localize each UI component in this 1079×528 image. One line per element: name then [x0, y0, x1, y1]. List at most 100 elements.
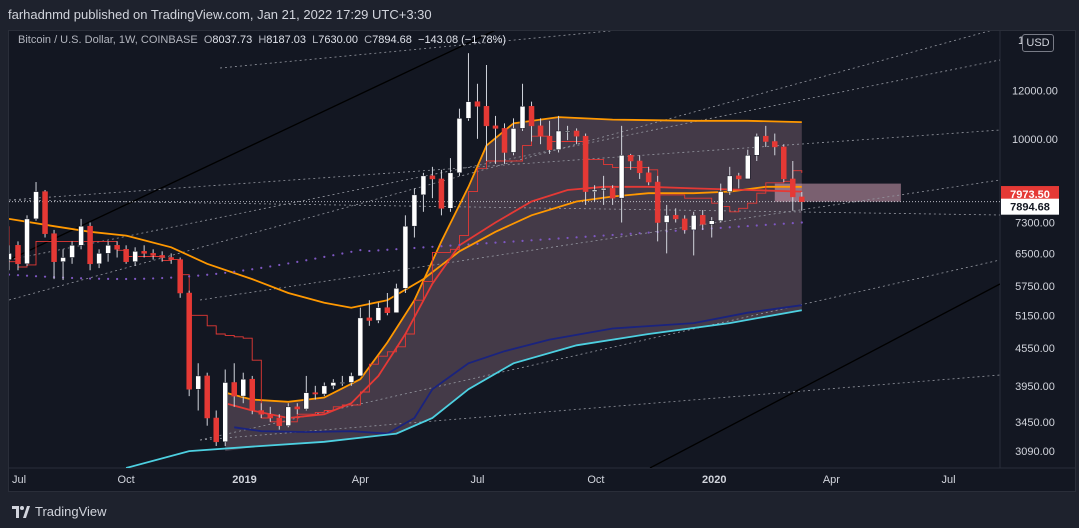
trend-line — [219, 31, 614, 69]
candle-body — [114, 245, 120, 250]
candle-body — [735, 175, 742, 180]
dotted-point — [341, 252, 344, 255]
dotted-point — [16, 274, 20, 277]
y-tick-label: 5750.00 — [1015, 281, 1055, 293]
time-axis[interactable]: Jul Oct 2019 Apr Jul Oct 2020 Apr Jul — [12, 474, 956, 486]
dotted-point — [620, 233, 623, 236]
open-value: 8037.73 — [212, 34, 253, 46]
y-tick-label: 10000.00 — [1012, 134, 1058, 146]
dotted-point — [386, 248, 389, 251]
close-value: 7894.68 — [372, 34, 412, 46]
dotted-point — [746, 224, 749, 228]
candle-body — [483, 106, 490, 127]
candle-body — [96, 253, 102, 265]
candle-body — [501, 128, 508, 153]
dotted-point — [584, 235, 587, 238]
dotted-point — [593, 235, 596, 238]
y-tick-label: 3950.00 — [1015, 381, 1055, 393]
dotted-point — [70, 276, 74, 280]
candle-body — [429, 175, 436, 180]
dotted-point — [224, 271, 227, 274]
candle-body — [627, 155, 634, 162]
candle-body — [546, 135, 553, 150]
candle-body — [249, 378, 255, 411]
dotted-point — [638, 232, 641, 235]
price-axis[interactable]: 3090.00 3450.00 3950.00 4550.00 5150.00 5750.… — [1012, 35, 1058, 458]
dotted-point — [134, 277, 137, 280]
resistance-zone — [774, 183, 901, 202]
candle-body — [393, 288, 400, 313]
candle-body — [600, 188, 607, 191]
dotted-point — [323, 255, 326, 259]
dotted-point — [25, 274, 29, 277]
candle-body — [492, 125, 499, 129]
candle-body — [51, 233, 57, 262]
dotted-point — [278, 263, 281, 267]
dotted-point — [566, 236, 569, 240]
candle-body — [15, 245, 21, 265]
x-tick-label: Apr — [352, 474, 369, 486]
trend-line — [9, 31, 496, 261]
trend-line — [199, 374, 1000, 441]
x-tick-label: 2019 — [232, 474, 256, 486]
dotted-point — [530, 239, 533, 242]
indicator-line — [125, 309, 802, 468]
candle-body — [285, 406, 292, 426]
candle-body — [312, 392, 319, 395]
dotted-point — [79, 277, 83, 280]
candle-body — [60, 257, 66, 262]
candle-body — [799, 196, 805, 202]
candle-body — [384, 307, 391, 313]
dotted-point — [9, 273, 11, 276]
dotted-point — [647, 231, 650, 234]
dotted-point — [440, 245, 443, 248]
trend-line — [9, 199, 1000, 216]
candle-body — [294, 406, 301, 410]
change-value: −143.08 (−1.78%) — [418, 34, 507, 46]
dotted-point — [107, 277, 110, 281]
dotted-point — [170, 276, 173, 279]
candle-body — [690, 215, 697, 231]
dotted-point — [719, 226, 722, 229]
price-label-box — [1001, 198, 1059, 215]
candle-body — [528, 106, 535, 127]
candle-body — [24, 218, 30, 265]
candle-body — [609, 188, 616, 199]
candle-body — [699, 215, 706, 225]
trend-line — [9, 129, 1000, 201]
footer-bar: TradingView — [0, 496, 1079, 528]
dotted-point — [521, 239, 524, 242]
currency-badge[interactable]: USD — [1022, 34, 1054, 52]
footer-brand: TradingView — [35, 504, 107, 519]
dotted-point — [413, 246, 416, 250]
candle-body — [447, 172, 454, 209]
dotted-point — [791, 222, 794, 225]
candle-body — [105, 245, 111, 254]
candle-body — [150, 253, 156, 256]
candle-body — [555, 130, 562, 150]
dotted-point — [368, 249, 371, 253]
candle-body — [69, 245, 75, 258]
y-tick-label: 4550.00 — [1015, 343, 1055, 355]
candle-body — [564, 130, 571, 133]
dotted-point — [755, 224, 758, 227]
dotted-point — [548, 238, 551, 241]
ohlc-legend: Bitcoin / U.S. Dollar, 1W, COINBASE O803… — [18, 34, 506, 46]
dotted-point — [242, 269, 245, 272]
dotted-point — [43, 275, 47, 278]
low-value: 7630.00 — [318, 34, 359, 46]
dotted-point — [782, 222, 785, 225]
dotted-point — [287, 262, 290, 265]
candle-body — [754, 135, 760, 156]
candle-body — [726, 175, 733, 192]
symbol-description[interactable]: Bitcoin / U.S. Dollar, 1W, COINBASE — [18, 34, 198, 46]
candle-body — [213, 417, 219, 443]
dotted-point — [88, 277, 92, 280]
close-label: C — [364, 34, 373, 46]
dotted-point — [557, 237, 560, 240]
dotted-point — [422, 246, 425, 249]
candle-body — [348, 375, 355, 383]
candle-body — [303, 392, 310, 410]
low-label: L — [312, 34, 319, 46]
